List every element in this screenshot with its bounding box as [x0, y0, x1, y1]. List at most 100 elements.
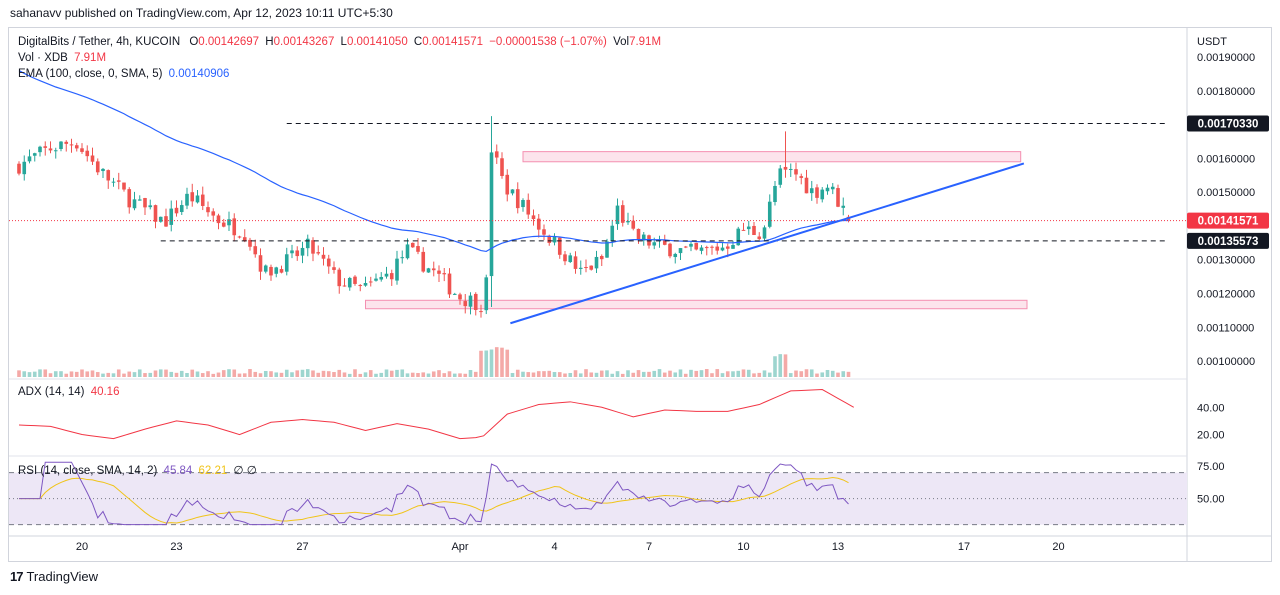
volume-bar [95, 372, 100, 377]
candle-body [610, 225, 615, 242]
candle-body [463, 301, 468, 307]
volume-bar [190, 369, 195, 377]
volume-bar [216, 372, 221, 377]
volume-bar [431, 371, 436, 377]
high-value: 0.00143267 [273, 36, 335, 48]
candle-body [379, 276, 384, 280]
candle-body [536, 218, 541, 230]
candle-body [316, 252, 321, 254]
candle-body [515, 189, 520, 209]
candle-body [90, 155, 95, 162]
open-label: O [189, 36, 199, 48]
volume-bar [32, 371, 37, 377]
candle-body [694, 242, 699, 250]
vol-value: 7.91M [629, 36, 662, 48]
candle-body [442, 273, 447, 275]
adx-tick-label: 40.00 [1197, 402, 1225, 414]
volume-bar [479, 350, 483, 377]
candle-body [788, 168, 793, 170]
volume-bar [521, 371, 525, 377]
candle-body [305, 238, 310, 249]
candle-body [27, 156, 32, 162]
candle-body [704, 247, 709, 249]
candle-body [200, 194, 205, 206]
volume-bar [778, 354, 783, 377]
candle-body [74, 145, 79, 149]
volume-bar [74, 371, 79, 377]
candle-body [468, 295, 473, 307]
rsi-tick-label: 75.00 [1197, 461, 1225, 473]
ema-label: EMA (100, close, 0, SMA, 5) [18, 68, 163, 80]
rsi-legend[interactable]: RSI (14, close, SMA, 14, 2) 45.84 62.21 … [18, 463, 257, 477]
volume-bar [101, 373, 105, 377]
volume-bar [500, 347, 504, 377]
candle-body [53, 150, 58, 152]
candle-body [431, 268, 436, 271]
volume-bar [211, 373, 216, 377]
price-label-text: 0.00141571 [1198, 216, 1259, 228]
candle-body [95, 161, 100, 173]
volume-bar [374, 373, 378, 377]
volume-bar [489, 349, 494, 377]
candle-body [820, 189, 825, 200]
candle-body [59, 141, 63, 149]
volume-bar [353, 369, 357, 377]
adx-label: ADX (14, 14) [18, 386, 85, 398]
volume-bar [321, 370, 326, 377]
candle-body [111, 181, 116, 183]
adx-legend[interactable]: ADX (14, 14) 40.16 [18, 386, 119, 398]
volume-bar [300, 369, 305, 377]
volume-legend[interactable]: Vol · XDB 7.91M [18, 52, 106, 64]
candle-body [678, 248, 683, 254]
time-tick-label: 20 [76, 541, 88, 553]
candle-body [80, 148, 84, 152]
volume-bar [641, 371, 646, 377]
price-label-box [1187, 232, 1269, 249]
volume-bar [804, 369, 809, 377]
time-tick-label: 13 [832, 541, 844, 553]
volume-bar [27, 372, 32, 377]
volume-bar [200, 373, 205, 377]
volume-bar [284, 369, 289, 377]
candle-body [389, 273, 394, 280]
vol-label: Vol [613, 36, 630, 48]
supply-demand-zone [365, 299, 1028, 310]
candle-body [143, 198, 147, 208]
tradingview-footer[interactable]: 17 TradingView [10, 569, 98, 584]
volume-bar [179, 370, 184, 377]
volume-bar [846, 371, 851, 377]
volume-bar [668, 370, 672, 377]
candle-body [452, 293, 457, 295]
volume-bar [736, 370, 741, 377]
candle-body [148, 205, 153, 208]
ema-legend[interactable]: EMA (100, close, 0, SMA, 5) 0.00140906 [18, 68, 229, 80]
candle-body [762, 227, 767, 239]
candle-body [64, 141, 69, 144]
volume-bar [626, 370, 630, 377]
volume-bar [153, 370, 158, 377]
candle-body [484, 277, 489, 311]
rsi-extra: ∅ ∅ [233, 465, 257, 477]
candle-body [426, 268, 431, 273]
volume-bar [673, 372, 678, 377]
volume-bar [90, 370, 95, 377]
candle-body [725, 246, 730, 249]
candle-body [647, 235, 651, 246]
volume-bar [652, 370, 657, 377]
candle-body [153, 205, 158, 222]
candle-body [542, 229, 546, 235]
volume-bar [704, 369, 709, 377]
candle-body [363, 283, 368, 286]
candle-body [589, 265, 594, 270]
candle-body [190, 192, 195, 202]
volume-bar [620, 373, 625, 377]
candle-body [169, 208, 174, 225]
volume-bar [731, 371, 735, 377]
volume-bar [326, 371, 331, 377]
symbol-title[interactable]: DigitalBits / Tether, 4h, KUCOIN [18, 36, 181, 48]
volume-bar [316, 372, 321, 377]
candle-body [662, 240, 667, 245]
volume-bar [447, 371, 452, 377]
chart-frame [8, 27, 1272, 562]
